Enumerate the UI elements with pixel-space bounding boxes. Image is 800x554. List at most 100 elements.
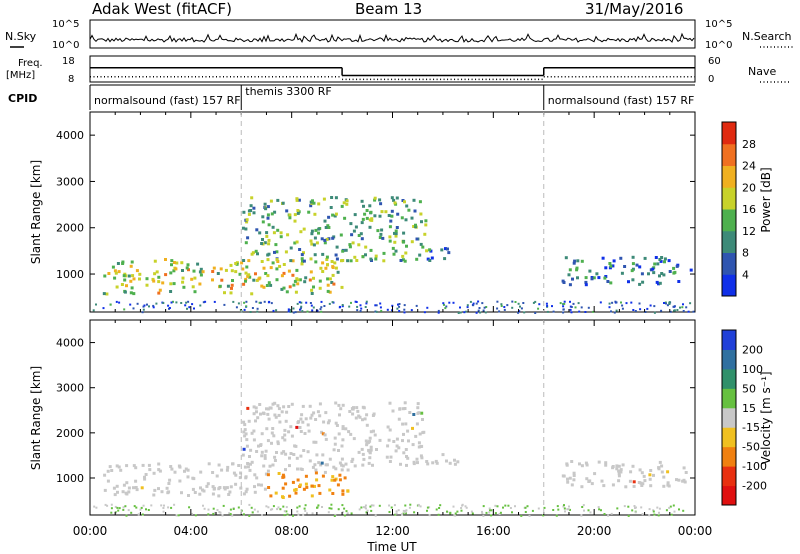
scatter-cell: [130, 286, 134, 290]
scatter-cell: [132, 307, 135, 310]
scatter-cell: [129, 291, 133, 295]
scatter-cell: [300, 253, 304, 257]
scatter-cell: [360, 237, 364, 241]
scatter-cell: [232, 300, 235, 303]
scatter-cell: [288, 464, 291, 468]
scatter-cell: [330, 507, 333, 510]
scatter-cell: [372, 504, 375, 507]
scatter-cell: [648, 473, 652, 477]
scatter-cell: [292, 283, 296, 287]
scatter-cell: [304, 474, 308, 478]
scatter-cell: [496, 307, 499, 310]
scatter-cell: [394, 234, 398, 238]
scatter-cell: [257, 483, 260, 487]
scatter-cell: [572, 261, 576, 265]
scatter-cell: [144, 473, 148, 476]
scatter-cell: [412, 460, 416, 464]
scatter-cell: [343, 514, 346, 517]
scatter-cell: [132, 292, 136, 296]
scatter-cell: [552, 310, 555, 313]
scatter-cell: [641, 513, 644, 516]
scatter-cell: [353, 464, 357, 468]
scatter-cell: [602, 484, 606, 488]
scatter-cell: [588, 269, 592, 273]
scatter-cell: [404, 218, 408, 222]
scatter-cell: [250, 431, 254, 435]
scatter-cell: [401, 513, 404, 516]
scatter-cell: [317, 504, 320, 507]
scatter-cell: [498, 310, 501, 313]
scatter-cell: [283, 510, 286, 513]
scatter-cell: [403, 401, 407, 405]
scatter-cell: [263, 456, 267, 460]
scatter-cell: [604, 463, 608, 467]
scatter-cell: [320, 310, 323, 313]
scatter-cell: [568, 268, 572, 272]
scatter-cell: [292, 307, 295, 310]
scatter-cell: [196, 262, 200, 266]
scatter-cell: [337, 403, 341, 407]
scatter-cell: [355, 301, 358, 303]
scatter-cell: [563, 302, 566, 305]
noise-right-label: N.Search: [742, 30, 792, 43]
power-colorbar-frame: [721, 121, 737, 297]
scatter-cell: [238, 272, 242, 276]
scatter-cell: [244, 271, 248, 275]
power-scatter: [92, 196, 695, 314]
scatter-cell: [294, 488, 298, 491]
scatter-cell: [148, 305, 150, 308]
scatter-cell: [677, 478, 681, 482]
scatter-cell: [314, 260, 318, 264]
x-tick-label: 08:00: [274, 524, 309, 538]
scatter-cell: [678, 508, 680, 511]
scatter-cell: [341, 511, 344, 514]
scatter-cell: [129, 303, 132, 306]
scatter-cell: [452, 505, 455, 508]
scatter-cell: [304, 417, 308, 421]
y-tick-label: 2000: [56, 427, 84, 440]
scatter-cell: [248, 468, 252, 472]
scatter-cell: [218, 511, 221, 513]
scatter-cell: [649, 469, 653, 472]
scatter-cell: [242, 430, 246, 434]
scatter-cell: [485, 306, 488, 308]
scatter-cell: [391, 246, 395, 250]
scatter-cell: [122, 274, 126, 278]
scatter-cell: [102, 307, 105, 310]
scatter-cell: [404, 251, 408, 255]
scatter-cell: [600, 479, 604, 483]
scatter-cell: [442, 302, 445, 305]
scatter-cell: [496, 300, 499, 303]
scatter-cell: [229, 513, 232, 516]
scatter-cell: [201, 488, 204, 492]
scatter-cell: [322, 197, 326, 201]
scatter-cell: [388, 225, 392, 229]
scatter-cell: [663, 260, 666, 264]
scatter-cell: [389, 219, 393, 223]
scatter-cell: [356, 305, 359, 308]
scatter-cell: [244, 227, 248, 231]
scatter-cell: [248, 514, 251, 517]
scatter-cell: [381, 236, 385, 240]
scatter-cell: [360, 221, 364, 225]
scatter-cell: [199, 304, 202, 307]
scatter-cell: [272, 231, 276, 235]
scatter-cell: [615, 464, 619, 468]
scatter-cell: [253, 473, 257, 477]
scatter-cell: [488, 511, 491, 514]
scatter-cell: [253, 490, 257, 494]
scatter-cell: [379, 202, 383, 206]
scatter-cell: [367, 461, 371, 465]
scatter-cell: [270, 302, 273, 305]
scatter-cell: [198, 492, 202, 496]
scatter-cell: [640, 471, 644, 475]
scatter-cell: [177, 464, 181, 468]
scatter-cell: [242, 420, 246, 424]
scatter-cell: [630, 301, 633, 304]
scatter-cell: [562, 311, 565, 314]
scatter-cell: [251, 307, 254, 309]
scatter-cell: [333, 478, 337, 482]
scatter-cell: [372, 429, 375, 433]
scatter-cell: [398, 310, 401, 312]
scatter-cell: [165, 486, 169, 490]
